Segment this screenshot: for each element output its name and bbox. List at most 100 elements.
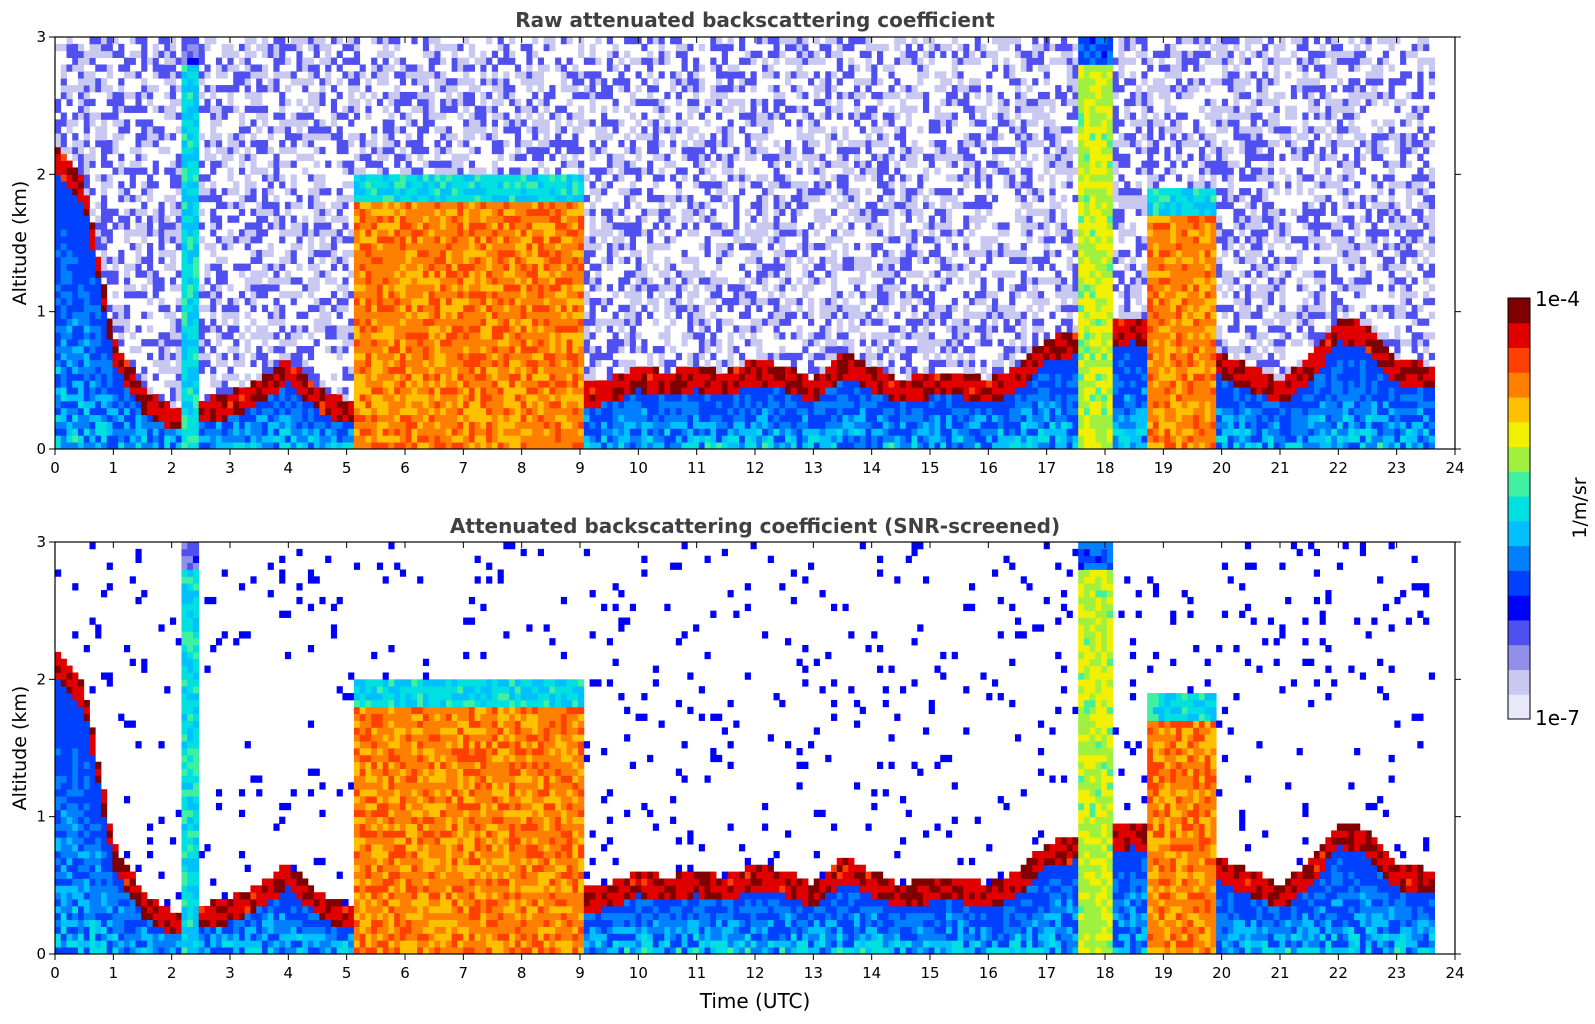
heat-cell: [428, 50, 435, 58]
heat-cell: [405, 119, 412, 127]
heat-cell: [474, 174, 481, 182]
heat-cell: [376, 346, 384, 354]
heat-cell: [606, 435, 613, 443]
heat-cell: [388, 236, 395, 244]
heat-cell: [463, 291, 470, 299]
heat-cell: [227, 311, 234, 319]
heat-cell: [198, 284, 205, 292]
heat-cell: [359, 442, 366, 449]
heat-cell: [169, 105, 177, 113]
heat-cell: [169, 37, 177, 45]
heat-cell: [330, 414, 338, 422]
heat-cell: [641, 373, 648, 381]
heat-cell: [578, 105, 585, 113]
heat-cell: [532, 256, 539, 264]
heat-cell: [95, 442, 102, 449]
heat-cell: [698, 366, 705, 374]
heat-cell: [204, 105, 211, 113]
heat-cell: [532, 380, 539, 388]
heat-cell: [382, 339, 389, 347]
heat-cell: [290, 297, 297, 306]
heat-cell: [503, 270, 510, 278]
heat-cell: [181, 442, 188, 449]
heat-cell: [181, 270, 188, 278]
heat-cell: [284, 435, 292, 443]
heat-cell: [658, 442, 665, 449]
heat-cell: [514, 188, 522, 196]
heat-cell: [601, 435, 608, 443]
heat-cell: [227, 188, 234, 196]
heat-cell: [457, 373, 464, 381]
heat-cell: [428, 37, 435, 45]
heat-cell: [313, 380, 320, 388]
heat-cell: [319, 37, 326, 45]
heat-cell: [503, 85, 510, 93]
heat-cell: [336, 297, 343, 306]
heat-cell: [210, 394, 217, 402]
heat-cell: [491, 428, 499, 436]
heat-cell: [371, 37, 378, 45]
heat-cell: [474, 325, 481, 333]
heat-cell: [100, 201, 108, 210]
heat-cell: [491, 133, 499, 141]
heat-cell: [664, 270, 671, 278]
heat-cell: [55, 181, 62, 189]
heat-cell: [624, 188, 631, 196]
heat-cell: [371, 346, 378, 354]
heat-cell: [509, 407, 516, 416]
heat-cell: [652, 297, 659, 306]
heat-cell: [457, 249, 464, 258]
heat-cell: [210, 222, 217, 230]
heat-cell: [440, 311, 447, 319]
heat-cell: [514, 380, 522, 388]
heat-cell: [618, 57, 625, 65]
heat-cell: [451, 229, 458, 237]
heat-cell: [261, 407, 269, 416]
heat-cell: [560, 291, 567, 299]
heat-cell: [256, 229, 263, 237]
heat-cell: [457, 181, 464, 189]
heat-cell: [606, 153, 613, 161]
heat-cell: [273, 442, 280, 449]
heat-cell: [411, 373, 418, 381]
heat-cell: [89, 291, 96, 299]
heat-cell: [606, 160, 613, 168]
heat-cell: [129, 50, 136, 58]
heat-cell: [382, 126, 389, 134]
heat-cell: [388, 229, 395, 237]
heat-cell: [428, 105, 435, 113]
heat-cell: [451, 400, 458, 409]
heat-cell: [555, 133, 562, 141]
heat-cell: [687, 318, 694, 326]
heat-cell: [583, 236, 590, 244]
heat-cell: [181, 359, 188, 367]
heat-cell: [468, 146, 476, 155]
heat-cell: [394, 236, 401, 244]
heat-cell: [612, 153, 619, 161]
heat-cell: [411, 346, 418, 354]
heat-cell: [100, 311, 108, 319]
heat-cell: [526, 318, 533, 326]
heat-cell: [652, 133, 659, 141]
heat-cell: [698, 325, 705, 333]
heat-cell: [256, 215, 263, 223]
heat-cell: [664, 105, 671, 113]
heat-cell: [647, 311, 654, 319]
heat-cell: [89, 359, 96, 367]
heat-cell: [388, 112, 395, 120]
heat-cell: [681, 284, 688, 292]
heat-cell: [296, 421, 303, 429]
heat-cell: [342, 304, 349, 313]
heat-cell: [440, 407, 447, 416]
heat-cell: [146, 181, 154, 189]
heat-cell: [589, 380, 596, 388]
heat-cell: [480, 263, 487, 271]
heat-cell: [641, 57, 648, 65]
heat-cell: [670, 407, 677, 416]
heat-cell: [468, 304, 476, 313]
heat-cell: [313, 318, 320, 326]
heat-cell: [227, 105, 234, 113]
heat-cell: [583, 291, 590, 299]
heat-cell: [618, 380, 625, 388]
heat-cell: [440, 126, 447, 134]
